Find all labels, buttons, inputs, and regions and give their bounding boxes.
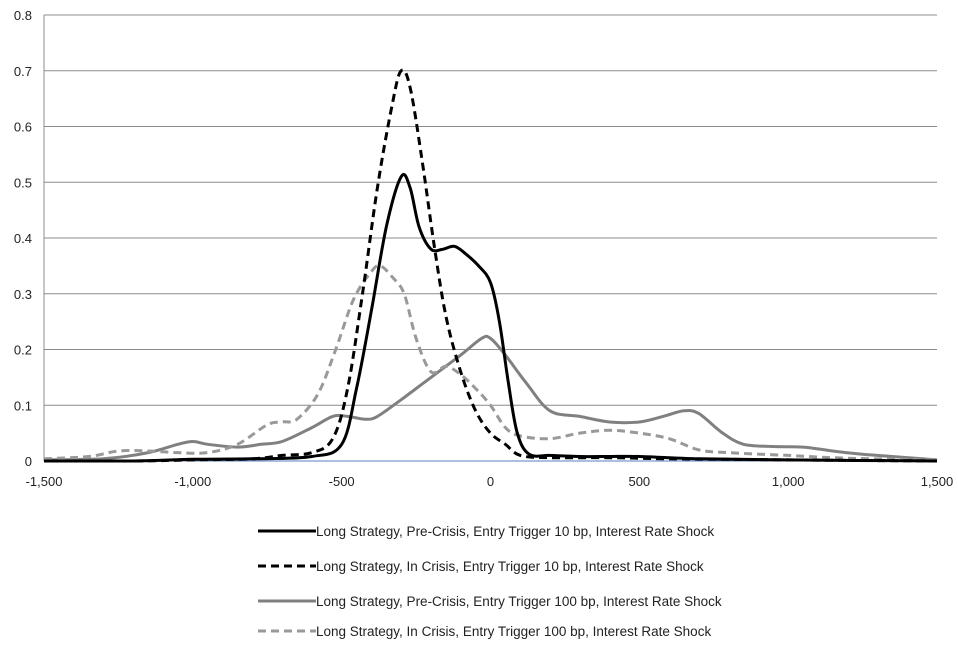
legend-label-3: Long Strategy, Pre-Crisis, Entry Trigger… [316, 594, 722, 609]
y-tick-label: 0.7 [14, 64, 32, 79]
gridlines [44, 14, 937, 406]
y-tick-label: 0.4 [14, 231, 32, 246]
x-tick-label: 0 [487, 474, 494, 489]
y-tick-label: 0.6 [14, 120, 32, 135]
x-tick-label: -500 [329, 474, 355, 489]
x-tick-label: 1,500 [921, 474, 954, 489]
y-tick-label: 0.5 [14, 175, 32, 190]
series-line-3 [43, 334, 938, 462]
x-tick-label: 1,000 [772, 474, 805, 489]
axes: 0 0.1 0.2 0.3 0.4 0.5 0.6 0.7 0.8 -1,500 -1,000 -50… [14, 8, 953, 489]
y-tick-label: 0.1 [14, 398, 32, 413]
series-line-2 [44, 68, 938, 463]
series-line-4 [43, 264, 938, 462]
x-tick-label: -1,500 [26, 474, 63, 489]
y-tick-label: 0.8 [14, 8, 32, 23]
legend-label-2: Long Strategy, In Crisis, Entry Trigger … [316, 559, 704, 574]
legend-label-1: Long Strategy, Pre-Crisis, Entry Trigger… [316, 524, 714, 539]
y-tick-label: 0.3 [14, 287, 32, 302]
y-tick-label: 0 [25, 454, 32, 469]
series-line-1 [44, 173, 938, 463]
legend: Long Strategy, Pre-Crisis, Entry Trigger… [258, 524, 722, 639]
legend-label-4: Long Strategy, In Crisis, Entry Trigger … [316, 624, 711, 639]
y-tick-label: 0.2 [14, 343, 32, 358]
x-tick-label: 500 [628, 474, 650, 489]
x-tick-label: -1,000 [174, 474, 211, 489]
series-lines [43, 68, 938, 463]
